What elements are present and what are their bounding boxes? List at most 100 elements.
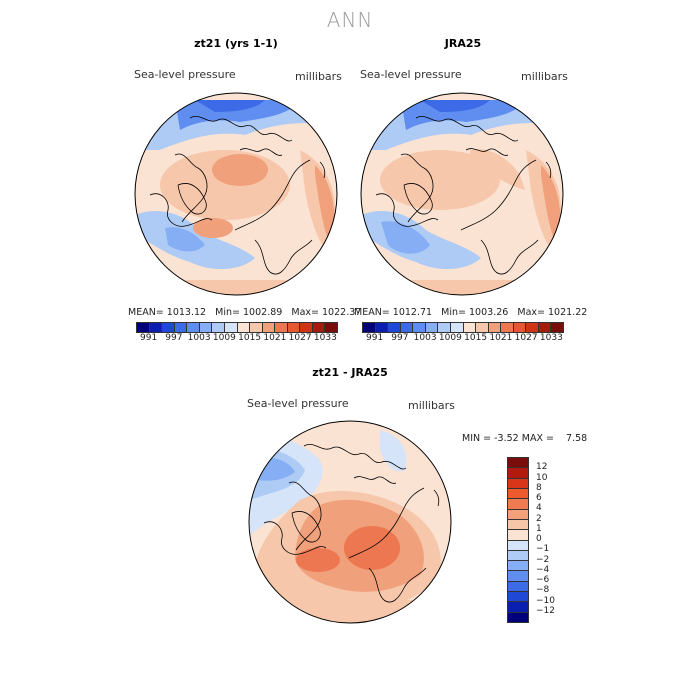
panel-2-mean-label: MEAN= xyxy=(354,307,390,318)
colorbar-swatch xyxy=(513,323,527,332)
colorbar-tick-label: −8 xyxy=(536,585,550,596)
colorbar-tick-label: 1003 xyxy=(413,333,437,343)
colorbar-tick-label: 1021 xyxy=(263,333,287,343)
panel-2-min-label: Min= xyxy=(441,307,466,318)
colorbar-tick-label: 1027 xyxy=(288,333,312,343)
colorbar-tick-label: 1033 xyxy=(313,333,337,343)
colorbar-swatch xyxy=(137,323,150,332)
colorbar-tick-label: −2 xyxy=(536,554,550,565)
colorbar-swatch xyxy=(300,323,313,332)
colorbar-tick-label: 1015 xyxy=(238,333,262,343)
colorbar-swatch xyxy=(363,323,376,332)
colorbar-tick-label: −4 xyxy=(536,564,550,575)
panel-2-units-label: millibars xyxy=(521,70,568,83)
colorbar-swatch xyxy=(463,323,477,332)
panel-1-units-label: millibars xyxy=(295,70,342,83)
panel-2-title: JRA25 xyxy=(444,37,482,50)
colorbar-swatch xyxy=(187,323,200,332)
diff-panel-units-label: millibars xyxy=(408,399,455,412)
colorbar-tick-label: 4 xyxy=(536,503,542,514)
colorbar-tick-label: 1021 xyxy=(489,333,513,343)
colorbar-tick-label: 991 xyxy=(140,333,158,343)
colorbar-swatch xyxy=(275,323,288,332)
colorbar-swatch xyxy=(508,561,528,572)
colorbar-swatch xyxy=(388,323,401,332)
diff-min-label: MIN = xyxy=(462,433,492,444)
colorbar-tick-label: 2 xyxy=(536,513,542,524)
colorbar-swatch xyxy=(488,323,502,332)
colorbar-swatch xyxy=(508,509,528,520)
colorbar-swatch xyxy=(508,592,528,603)
diff-colorbar xyxy=(507,457,529,623)
colorbar-swatch xyxy=(508,468,528,479)
colorbar-swatch xyxy=(413,323,426,332)
colorbar-swatch xyxy=(538,323,552,332)
colorbar-tick-label: −6 xyxy=(536,575,550,585)
colorbar-swatch xyxy=(212,323,225,332)
panel-1-colorbar: 991 997 1003 1009 1015 1021 1027 1033 xyxy=(136,322,338,345)
colorbar-tick-label: 10 xyxy=(536,472,548,483)
panel-2-colorbar: 991 997 1003 1009 1015 1021 1027 1033 xyxy=(362,322,564,345)
colorbar-swatch xyxy=(262,323,276,332)
panel-2-max-value: 1021.22 xyxy=(548,307,588,318)
panel-1-min-label: Min= xyxy=(215,307,240,318)
colorbar-swatch xyxy=(149,323,163,332)
colorbar-swatch xyxy=(162,323,175,332)
diff-min-value: -3.52 xyxy=(494,433,519,444)
colorbar-swatch xyxy=(508,458,528,469)
diff-max-label: MAX = xyxy=(521,433,554,444)
colorbar-swatch xyxy=(508,550,528,562)
colorbar-tick-label: 1015 xyxy=(464,333,488,343)
colorbar-tick-label: 997 xyxy=(391,333,409,343)
panel-1-stats: MEAN= 1013.12 Min= 1002.89 Max= 1022.37 xyxy=(128,307,361,318)
colorbar-tick-label: 1027 xyxy=(514,333,538,343)
diff-max-value: 7.58 xyxy=(566,433,588,444)
colorbar-swatch xyxy=(400,323,414,332)
colorbar-swatch xyxy=(325,323,337,332)
colorbar-swatch xyxy=(224,323,238,332)
colorbar-swatch xyxy=(476,323,489,332)
panel-2-mean-value: 1012.71 xyxy=(392,307,433,318)
colorbar-swatch xyxy=(508,612,528,622)
colorbar-tick-label: 1009 xyxy=(438,333,462,343)
panel-2-min-value: 1003.26 xyxy=(469,307,509,318)
panel-1-variable-label: Sea-level pressure xyxy=(134,68,236,81)
colorbar-tick-label: 0 xyxy=(536,534,542,544)
colorbar-swatch xyxy=(312,323,326,332)
colorbar-swatch xyxy=(508,540,528,551)
colorbar-swatch xyxy=(174,323,188,332)
colorbar-swatch xyxy=(508,581,528,593)
colorbar-swatch xyxy=(237,323,251,332)
colorbar-swatch xyxy=(551,323,563,332)
colorbar-tick-label: 6 xyxy=(536,493,542,503)
colorbar-swatch xyxy=(501,323,514,332)
colorbar-tick-label: 1033 xyxy=(539,333,563,343)
colorbar-tick-label: 8 xyxy=(536,482,542,493)
panel-1-title: zt21 (yrs 1-1) xyxy=(194,37,278,50)
panel-1-max-value: 1022.37 xyxy=(322,307,362,318)
colorbar-swatch xyxy=(526,323,539,332)
colorbar-tick-label: 997 xyxy=(165,333,183,343)
colorbar-swatch xyxy=(508,499,528,510)
colorbar-swatch xyxy=(508,530,528,541)
colorbar-tick-label: −10 xyxy=(536,595,555,606)
panel-2-variable-label: Sea-level pressure xyxy=(360,68,462,81)
panel-1-mean-value: 1013.12 xyxy=(166,307,207,318)
diff-colorbar-labels: 12 10 8 6 4 2 1 0 −1 −2 −4 −6 −8 −10 −12 xyxy=(536,457,576,621)
diff-panel-variable-label: Sea-level pressure xyxy=(247,397,349,410)
colorbar-tick-label: −12 xyxy=(536,605,555,616)
colorbar-tick-label: 1003 xyxy=(187,333,211,343)
panel-1-mean-label: MEAN= xyxy=(128,307,164,318)
colorbar-tick-label: 1009 xyxy=(212,333,236,343)
colorbar-swatch xyxy=(425,323,439,332)
colorbar-swatch xyxy=(508,519,528,531)
panel-1-max-label: Max= xyxy=(291,307,319,318)
diff-panel-title: zt21 - JRA25 xyxy=(312,366,388,379)
colorbar-tick-label: 1 xyxy=(536,523,542,534)
diff-panel-stats: MIN = -3.52 MAX = 7.58 xyxy=(462,433,587,444)
panel-2-max-label: Max= xyxy=(517,307,545,318)
colorbar-swatch xyxy=(199,323,213,332)
